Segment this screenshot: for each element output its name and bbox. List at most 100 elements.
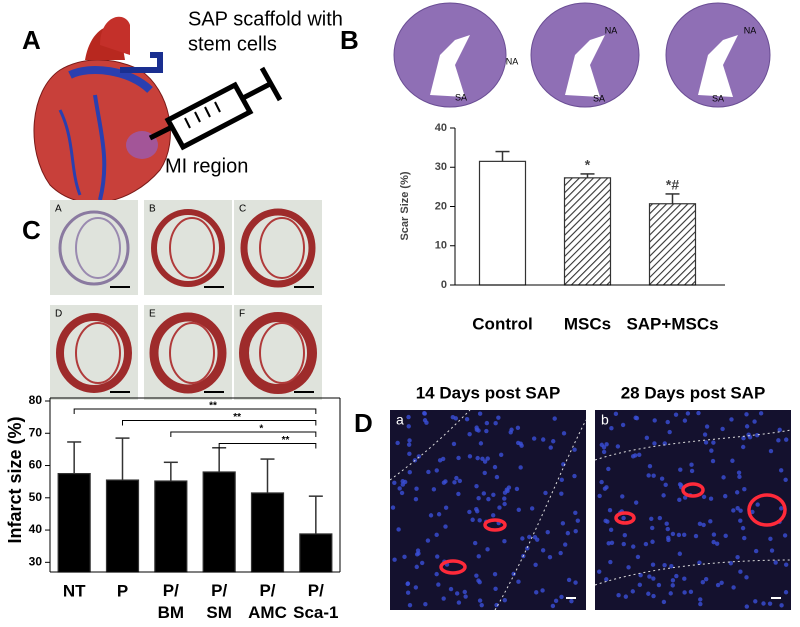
nucleus: [670, 578, 676, 583]
bar: [154, 480, 188, 573]
nucleus: [623, 594, 629, 599]
micrograph: [50, 200, 138, 295]
nucleus: [518, 465, 523, 470]
micrograph-label: D: [55, 309, 62, 320]
y-tick-label: 80: [29, 393, 43, 407]
nucleus: [777, 427, 782, 433]
nucleus: [720, 426, 725, 432]
nucleus: [606, 541, 611, 546]
y-tick-label: 50: [29, 490, 43, 504]
nucleus: [702, 432, 708, 437]
nucleus: [604, 577, 609, 582]
nucleus: [721, 475, 726, 480]
section-label: SA: [455, 92, 467, 102]
nucleus: [693, 533, 699, 539]
section-label: NA: [744, 25, 757, 35]
nucleus: [407, 438, 412, 443]
nucleus: [637, 582, 643, 588]
nucleus: [559, 477, 564, 483]
significance-mark: **: [282, 435, 290, 446]
nucleus: [563, 542, 568, 547]
nucleus: [559, 491, 564, 496]
nucleus: [768, 536, 773, 542]
nucleus: [406, 414, 411, 420]
nucleus: [472, 540, 478, 546]
nucleus: [454, 591, 460, 596]
nucleus: [773, 560, 778, 565]
nucleus: [566, 577, 572, 583]
nucleus: [496, 415, 501, 420]
nucleus: [649, 516, 654, 522]
nucleus: [714, 541, 720, 546]
nucleus: [402, 554, 407, 560]
nucleus: [685, 411, 691, 416]
micrograph-label: C: [239, 204, 246, 215]
nucleus: [778, 468, 784, 473]
nucleus: [572, 473, 577, 479]
nucleus: [474, 573, 479, 578]
nucleus: [480, 456, 485, 461]
nucleus: [597, 493, 602, 499]
nucleus: [474, 483, 479, 489]
vessel: [483, 518, 507, 532]
heart-ring-inner: [169, 322, 215, 384]
micrograph-label: A: [55, 204, 62, 215]
nucleus: [670, 531, 676, 537]
nucleus: [750, 509, 755, 515]
nucleus: [667, 429, 672, 435]
nucleus: [482, 459, 488, 464]
heart-ring: [240, 208, 316, 288]
nucleus: [729, 417, 734, 422]
nucleus: [515, 425, 521, 431]
nucleus: [752, 419, 757, 424]
panel-letter: B: [340, 25, 359, 55]
nucleus: [674, 573, 679, 579]
heart-ring: [58, 210, 130, 286]
nucleus: [494, 602, 499, 608]
nucleus: [731, 585, 736, 590]
panel-letter: A: [22, 25, 41, 55]
nucleus: [456, 455, 461, 461]
nucleus: [782, 533, 788, 538]
bar: [202, 471, 236, 573]
nucleus: [651, 593, 656, 599]
nucleus: [630, 454, 636, 459]
nucleus: [708, 519, 713, 524]
image-title: 14 Days post SAP: [416, 383, 561, 402]
nucleus: [661, 493, 666, 498]
nucleus: [661, 599, 667, 605]
nucleus: [508, 430, 513, 435]
micrograph-label: F: [239, 309, 245, 320]
nucleus: [646, 591, 651, 596]
vessel: [747, 493, 787, 527]
heart-ring: [239, 312, 317, 394]
nucleus: [662, 562, 667, 568]
nucleus: [735, 554, 740, 560]
nucleus: [711, 532, 717, 537]
nucleus: [443, 505, 449, 510]
nucleus: [647, 574, 652, 579]
nucleus: [779, 506, 784, 511]
nucleus: [502, 597, 507, 603]
nucleus: [540, 548, 546, 553]
nucleus: [607, 508, 613, 513]
nucleus: [413, 496, 419, 502]
nucleus: [454, 475, 459, 481]
nucleus: [434, 468, 439, 473]
nucleus: [676, 532, 682, 538]
nucleus: [644, 435, 650, 441]
nucleus: [621, 541, 626, 547]
nucleus: [436, 512, 442, 517]
nucleus: [779, 603, 784, 608]
nucleus: [392, 557, 397, 562]
nucleus: [622, 533, 628, 538]
y-tick-label: 10: [435, 240, 447, 252]
nucleus: [525, 546, 530, 551]
boundary: [594, 559, 792, 586]
nucleus: [734, 490, 740, 495]
nucleus: [697, 521, 703, 526]
bar: [105, 479, 140, 573]
nucleus: [552, 416, 557, 421]
nucleus: [413, 585, 419, 590]
nucleus: [769, 548, 775, 553]
